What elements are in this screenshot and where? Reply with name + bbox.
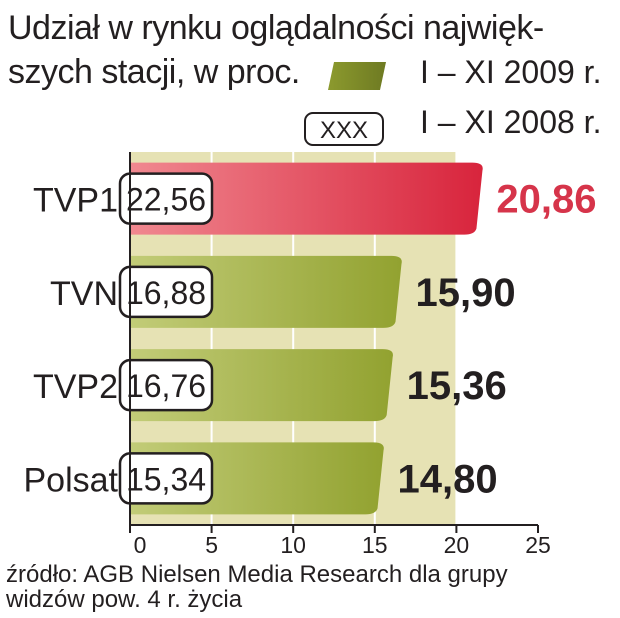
chart-title: Udział w rynku oglądalności najwięk- szy…: [8, 6, 608, 94]
category-label-polsat: Polsat: [24, 461, 119, 499]
prev-year-box-tvp2: [118, 358, 214, 412]
value-label-polsat: 14,80: [398, 457, 498, 501]
chart-title-line-1: Udział w rynku oglądalności najwięk-: [8, 9, 544, 47]
legend-box-2008: XXX: [304, 112, 384, 146]
value-label-tvn: 15,90: [415, 271, 515, 315]
tick-label-0: 0: [134, 532, 147, 558]
value-label-tvp2: 15,36: [407, 364, 507, 408]
legend-label-2008: I – XI 2008 r.: [420, 104, 602, 140]
prev-year-value-tvp2: 16,76: [126, 368, 206, 404]
prev-year-value-tvp1: 22,56: [126, 182, 206, 218]
tick-label-5: 5: [205, 532, 218, 558]
legend-label-2009: I – XI 2009 r.: [420, 54, 602, 90]
category-label-tvp1: TVP1: [33, 182, 118, 220]
chart-title-line-2: szych stacji, w proc.: [8, 53, 300, 91]
tick-label-20: 20: [444, 532, 470, 558]
value-label-tvp1: 20,86: [496, 178, 596, 222]
category-label-tvn: TVN: [50, 275, 118, 313]
source-note: źródło: AGB Nielsen Media Research dla g…: [6, 562, 616, 612]
prev-year-value-polsat: 15,34: [126, 461, 206, 497]
tick-label-10: 10: [280, 532, 306, 558]
category-label-tvp2: TVP2: [33, 368, 118, 406]
legend-swatch-2009: [328, 62, 386, 90]
bar-tvp1: [130, 162, 483, 235]
prev-year-box-polsat: [118, 452, 214, 505]
prev-year-value-tvn: 16,88: [126, 275, 206, 311]
tick-label-15: 15: [362, 532, 388, 558]
source-line-1: źródło: AGB Nielsen Media Research dla g…: [6, 561, 508, 588]
prev-year-box-tvn: [118, 265, 214, 319]
prev-year-box-tvp1: [118, 172, 214, 225]
source-line-2: widzów pow. 4 r. życia: [6, 586, 243, 613]
tick-label-25: 25: [525, 532, 551, 558]
